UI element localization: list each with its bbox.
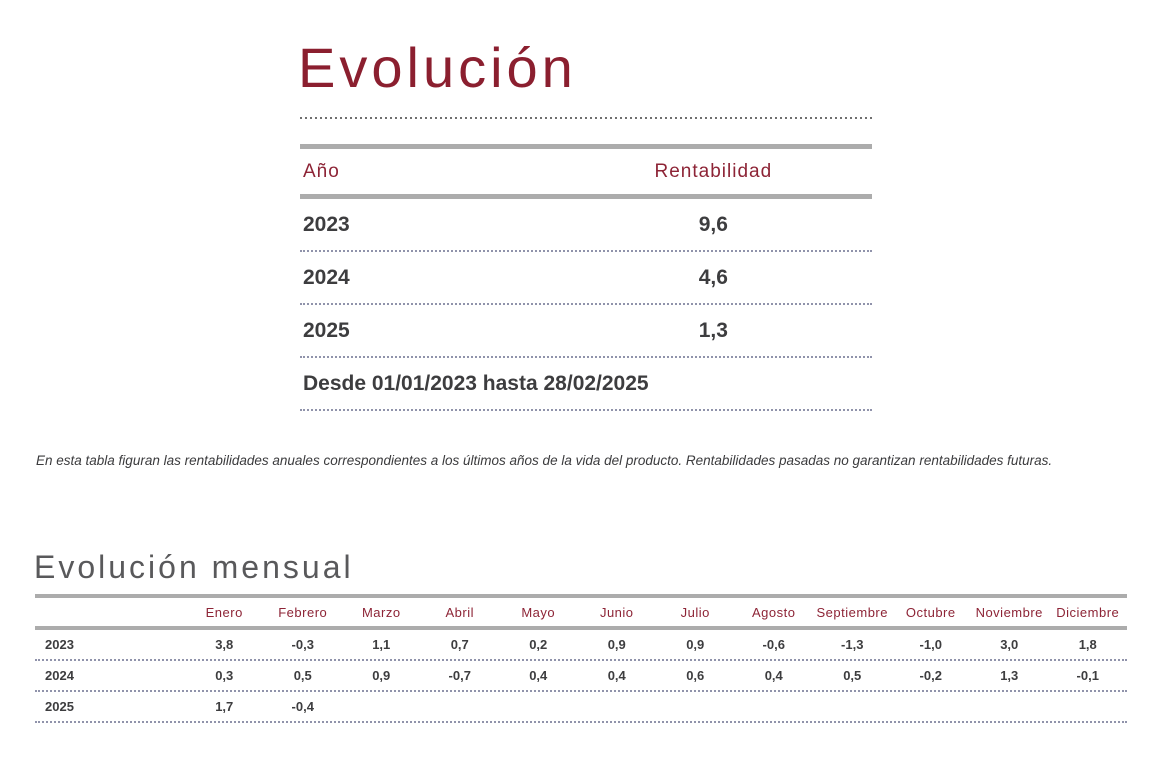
month-value-cell: -0,3 xyxy=(291,637,314,652)
month-header: Marzo xyxy=(361,604,401,620)
month-header: Enero xyxy=(205,604,243,620)
monthly-table-row: 2024 0,3 0,5 0,9 -0,7 0,4 0,4 0,6 0,4 0,5 -0,2 1,3 -… xyxy=(35,661,1127,692)
return-cell: 4,6 xyxy=(698,265,728,289)
return-cell: 1,3 xyxy=(698,318,728,342)
month-header: Abril xyxy=(445,604,474,620)
return-cell: 9,6 xyxy=(698,212,728,236)
month-value-cell: 0,4 xyxy=(529,668,548,683)
monthly-table-row: 2025 1,7 -0,4 xyxy=(35,692,1127,723)
month-header: Noviembre xyxy=(975,604,1043,620)
annual-table-row: 2024 4,6 xyxy=(300,252,872,305)
table-top-bar xyxy=(300,144,872,149)
month-header: Diciembre xyxy=(1056,604,1120,620)
month-value-cell: 0,5 xyxy=(843,668,862,683)
month-header: Mayo xyxy=(521,604,556,620)
year-cell: 2023 xyxy=(303,212,350,236)
month-value-cell: 0,9 xyxy=(372,668,391,683)
month-value-cell: -0,4 xyxy=(291,699,314,714)
month-value-cell: 1,1 xyxy=(372,637,391,652)
annual-table-row: 2025 1,3 xyxy=(300,305,872,358)
annual-header-year: Año xyxy=(303,160,340,182)
month-value-cell: -0,1 xyxy=(1076,668,1099,683)
monthly-header-row: Enero Febrero Marzo Abril Mayo Junio Julio Agos… xyxy=(35,598,1127,626)
month-value-cell: 0,5 xyxy=(293,668,312,683)
year-cell: 2025 xyxy=(303,318,350,342)
annual-table-row: 2023 9,6 xyxy=(300,199,872,252)
month-value-cell: 0,7 xyxy=(450,637,469,652)
month-value-cell: 1,8 xyxy=(1078,637,1097,652)
page-title: Evolución xyxy=(298,36,577,99)
year-label: 2023 xyxy=(45,637,74,652)
year-label: 2024 xyxy=(45,668,74,683)
annual-returns-table: Año Rentabilidad 2023 9,6 2024 4,6 2025 … xyxy=(300,144,872,411)
month-value-cell: -0,7 xyxy=(448,668,471,683)
period-note-row: Desde 01/01/2023 hasta 28/02/2025 xyxy=(300,358,872,411)
monthly-section-title: Evolución mensual xyxy=(34,549,354,585)
month-value-cell: 0,3 xyxy=(215,668,234,683)
month-value-cell: 1,7 xyxy=(215,699,234,714)
table-header-bottom-bar xyxy=(35,626,1127,630)
month-value-cell: 0,2 xyxy=(529,637,548,652)
month-value-cell: -0,2 xyxy=(919,668,942,683)
month-header: Septiembre xyxy=(816,604,888,620)
month-value-cell: 0,9 xyxy=(686,637,705,652)
month-value-cell: -0,6 xyxy=(762,637,785,652)
month-header: Agosto xyxy=(752,604,796,620)
month-header: Febrero xyxy=(278,604,328,620)
month-header: Julio xyxy=(680,604,710,620)
month-value-cell: -1,0 xyxy=(919,637,942,652)
disclaimer-text: En esta tabla figuran las rentabilidades… xyxy=(36,453,1053,468)
month-value-cell: 0,6 xyxy=(686,668,705,683)
month-value-cell: 0,4 xyxy=(607,668,626,683)
month-value-cell: 1,3 xyxy=(1000,668,1019,683)
monthly-returns-table: Enero Febrero Marzo Abril Mayo Junio Julio Agos… xyxy=(35,594,1127,723)
table-top-bar xyxy=(35,594,1127,598)
table-header-bottom-bar xyxy=(300,194,872,199)
annual-table-header-row: Año Rentabilidad xyxy=(300,149,872,194)
month-value-cell: -1,3 xyxy=(841,637,864,652)
month-header: Junio xyxy=(599,604,634,620)
month-header: Octubre xyxy=(905,604,956,620)
year-cell: 2024 xyxy=(303,265,350,289)
monthly-table-body: 2023 3,8 -0,3 1,1 0,7 0,2 0,9 0,9 -0,6 -1,3 -1,0 3,… xyxy=(35,630,1127,723)
title-dotted-divider xyxy=(300,117,874,119)
month-value-cell: 3,8 xyxy=(215,637,234,652)
month-value-cell: 0,4 xyxy=(764,668,783,683)
month-value-cell: 3,0 xyxy=(1000,637,1019,652)
month-value-cell: 0,9 xyxy=(607,637,626,652)
monthly-table-row: 2023 3,8 -0,3 1,1 0,7 0,2 0,9 0,9 -0,6 -1,3 -1,0 3,… xyxy=(35,630,1127,661)
year-label: 2025 xyxy=(45,699,74,714)
annual-header-return: Rentabilidad xyxy=(654,160,773,182)
